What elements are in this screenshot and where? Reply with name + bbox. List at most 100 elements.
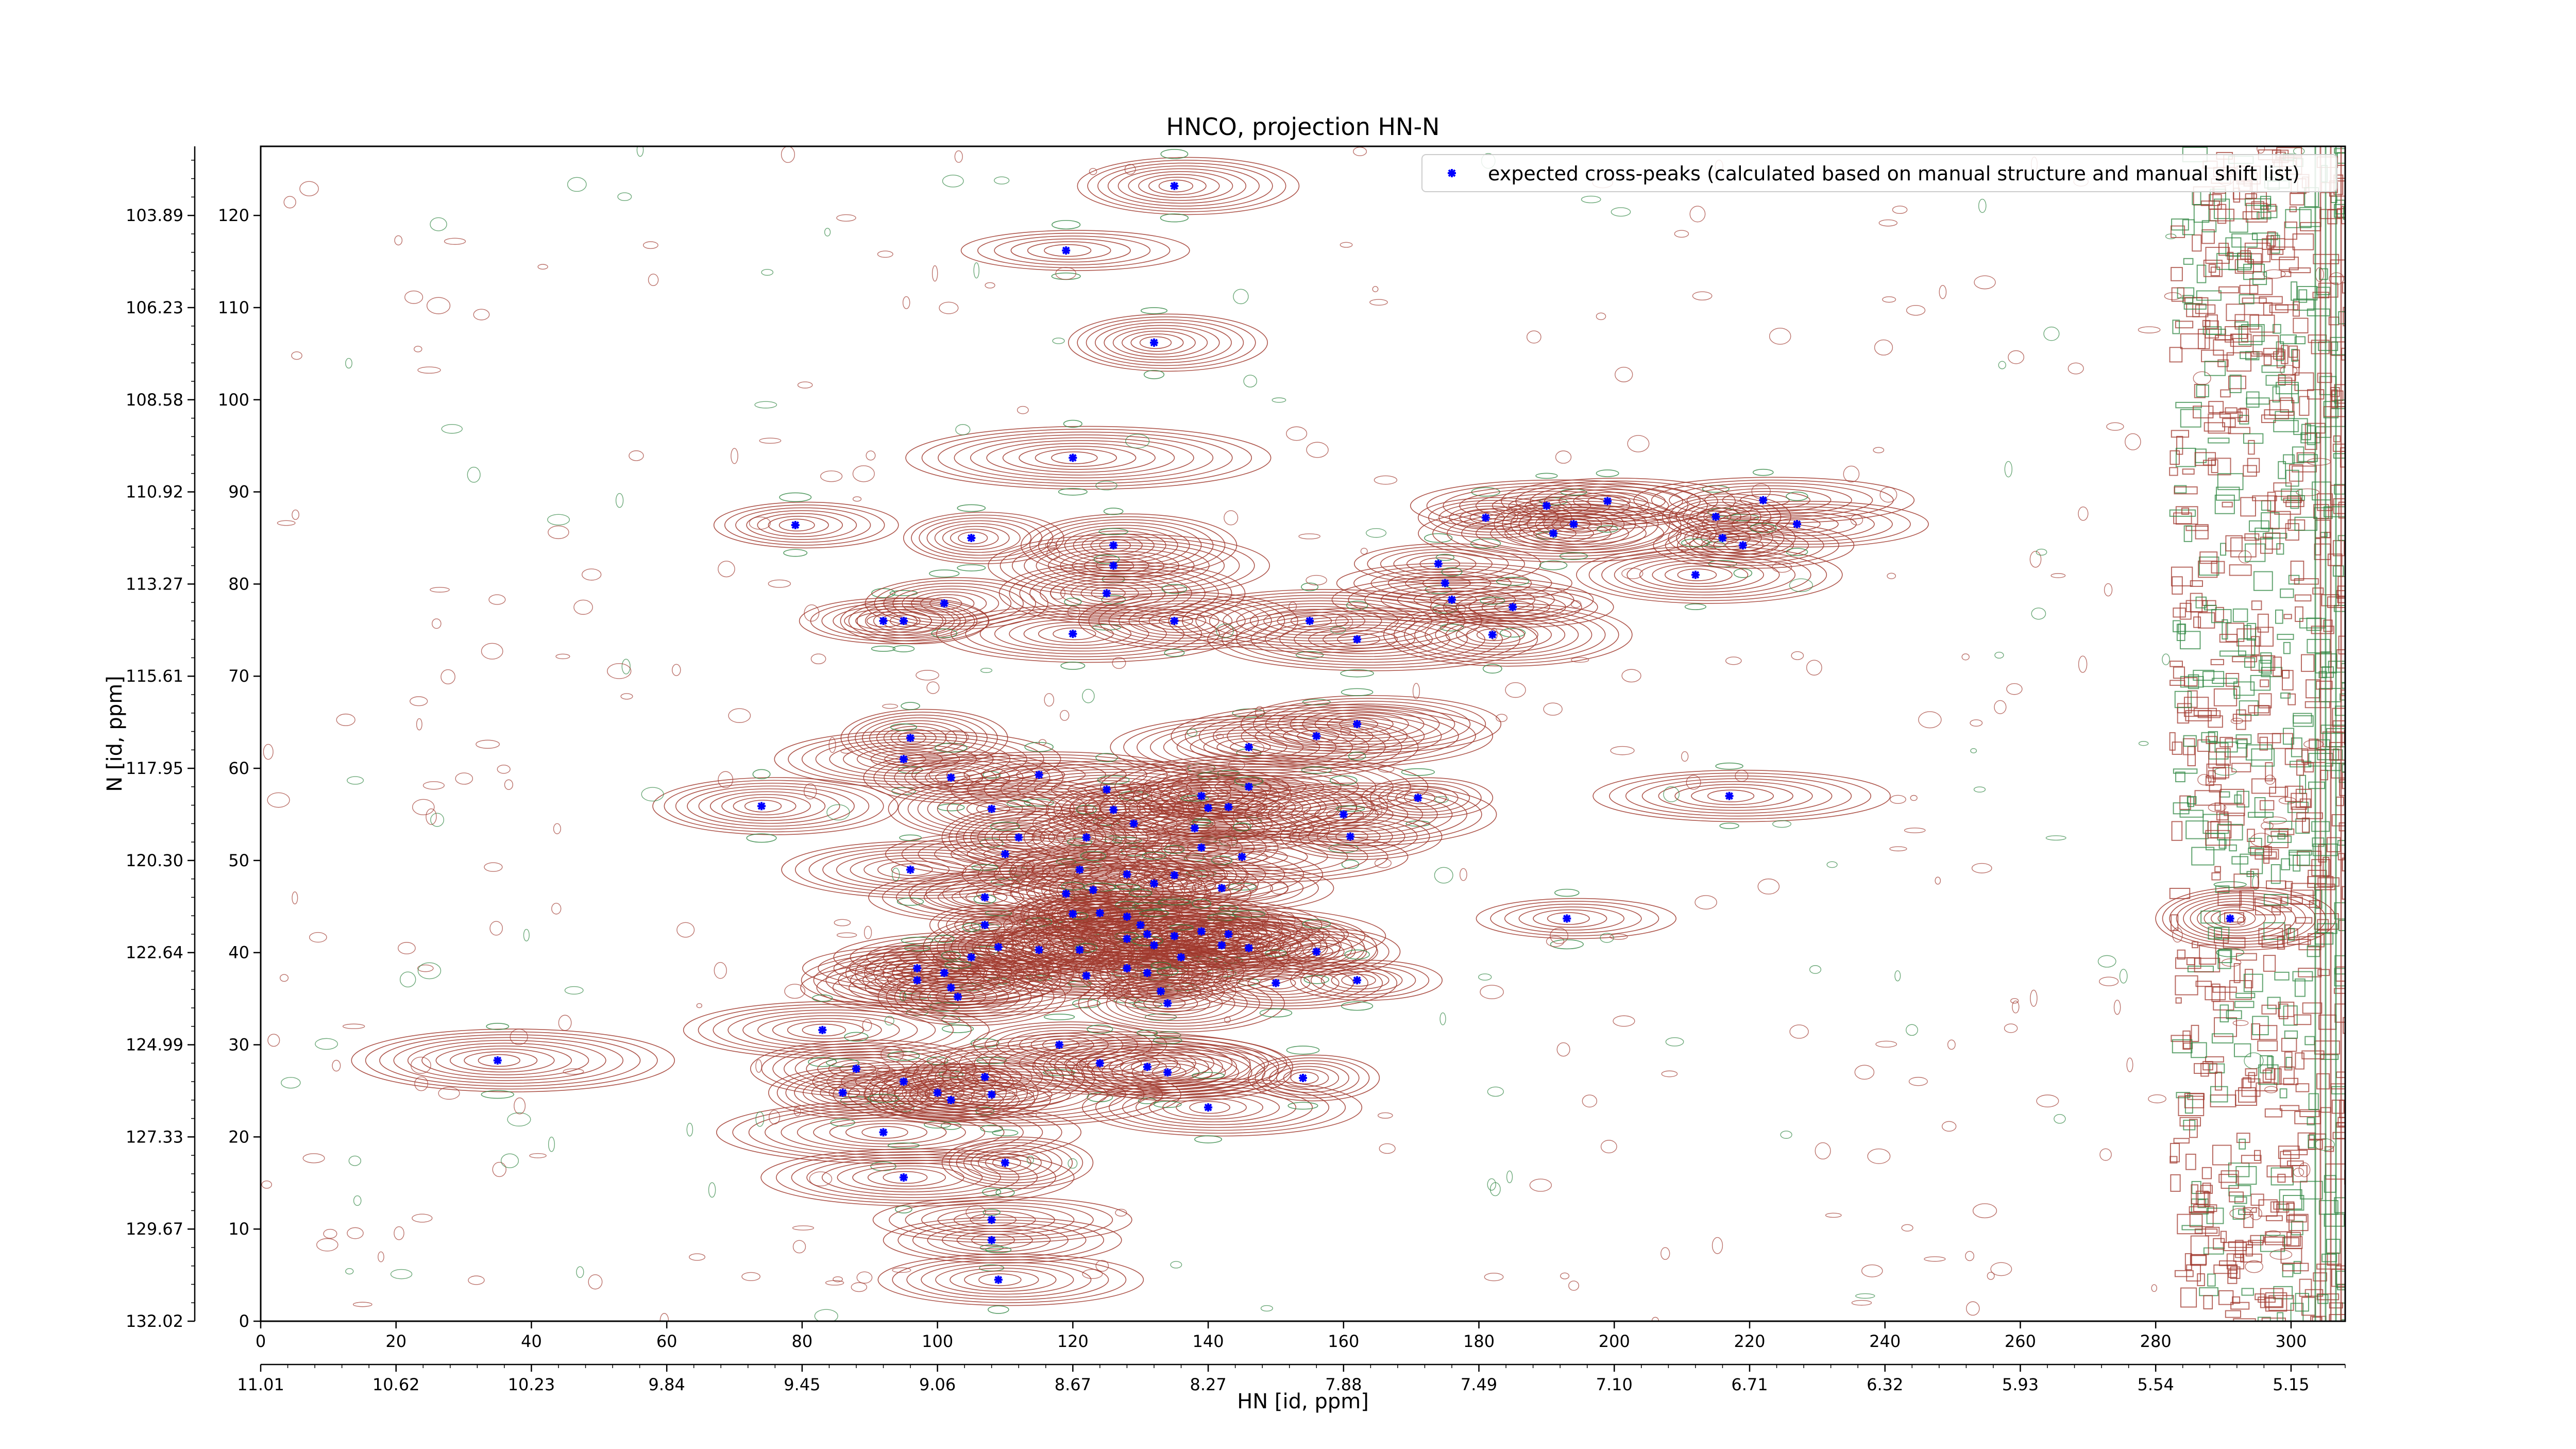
edge-noise-contour bbox=[2219, 650, 2246, 657]
edge-noise-contour bbox=[2290, 1303, 2304, 1321]
edge-noise-contour bbox=[2215, 606, 2224, 622]
edge-noise-contour bbox=[2204, 422, 2225, 432]
noise-contour bbox=[1875, 1040, 1897, 1048]
noise-contour bbox=[1843, 465, 1860, 483]
noise-contour bbox=[1353, 147, 1367, 156]
edge-noise-contour bbox=[2222, 619, 2228, 639]
noise-contour bbox=[1596, 312, 1606, 321]
noise-contour bbox=[810, 653, 826, 665]
noise-contour bbox=[1224, 510, 1239, 526]
noise-contour bbox=[2004, 461, 2012, 478]
edge-noise-contour bbox=[2210, 1086, 2228, 1103]
edge-noise-contour bbox=[2219, 813, 2245, 826]
noise-contour bbox=[1610, 746, 1635, 755]
cross-peak-marker bbox=[1162, 998, 1173, 1009]
edge-noise-contour bbox=[2335, 796, 2344, 806]
edge-noise-contour bbox=[2218, 243, 2229, 256]
noise-contour bbox=[1505, 682, 1526, 698]
noise-contour bbox=[267, 1034, 280, 1047]
edge-noise-contour bbox=[2332, 565, 2344, 577]
x-tick-label: 280 bbox=[2140, 1332, 2172, 1351]
edge-noise-contour bbox=[2336, 1071, 2345, 1079]
edge-noise-contour bbox=[2214, 742, 2238, 753]
cross-peak-marker bbox=[1169, 870, 1180, 881]
noise-contour bbox=[741, 1272, 761, 1282]
x-secondary-tick-label: 10.23 bbox=[508, 1375, 555, 1394]
edge-noise-contour bbox=[2285, 500, 2304, 508]
edge-noise-contour bbox=[2236, 1133, 2250, 1143]
peak-contour bbox=[877, 1246, 1144, 1314]
x-axis-secondary: 11.01 10.62 10.23 9.84 9.45 9.06 8.67 8.27 7.88 7… bbox=[237, 1363, 2346, 1394]
cross-peak-marker bbox=[966, 533, 977, 543]
noise-contour bbox=[347, 1227, 364, 1239]
noise-contour bbox=[1546, 936, 1565, 947]
edge-noise-contour bbox=[2213, 1238, 2225, 1250]
edge-noise-contour bbox=[2214, 1071, 2223, 1091]
edge-noise-contour bbox=[2226, 352, 2252, 372]
edge-noise-contour bbox=[2211, 561, 2225, 574]
edge-noise-contour bbox=[2183, 677, 2198, 687]
noise-contour bbox=[1489, 1182, 1501, 1197]
y-tick-label: 90 bbox=[228, 482, 249, 502]
edge-noise-contour bbox=[2325, 763, 2342, 771]
edge-noise-contour bbox=[2327, 596, 2345, 609]
peak-contour bbox=[1078, 584, 1298, 657]
noise-contour bbox=[2078, 506, 2089, 521]
noise-contour bbox=[1757, 878, 1780, 895]
edge-noise-contour bbox=[2283, 1077, 2299, 1085]
cross-peak-marker bbox=[1352, 634, 1363, 645]
edge-noise-contour bbox=[2233, 1043, 2251, 1057]
x-secondary-tick-label: 7.49 bbox=[1461, 1375, 1497, 1394]
edge-noise-contour bbox=[2181, 508, 2190, 515]
edge-noise-contour bbox=[2287, 693, 2296, 705]
edge-noise-contour bbox=[2291, 883, 2316, 896]
noise-contour bbox=[564, 986, 584, 995]
peak-contour bbox=[1077, 149, 1300, 223]
legend: expected cross-peaks (calculated based o… bbox=[1421, 154, 2337, 192]
edge-noise-contour bbox=[2232, 714, 2252, 722]
edge-noise-contour bbox=[2169, 347, 2183, 363]
y-tick-label: 10 bbox=[228, 1219, 249, 1239]
edge-noise-contour bbox=[2273, 1201, 2295, 1210]
noise-contour bbox=[2067, 362, 2084, 375]
noise-contour bbox=[573, 599, 593, 615]
edge-noise-contour bbox=[2261, 365, 2285, 373]
noise-contour bbox=[620, 693, 633, 700]
edge-noise-contour bbox=[2193, 707, 2217, 716]
x-secondary-tick-label: 5.54 bbox=[2138, 1375, 2174, 1394]
edge-noise-contour bbox=[2283, 497, 2302, 503]
cross-peak-marker bbox=[1562, 913, 1572, 924]
cross-peak-marker bbox=[756, 801, 767, 812]
noise-contour bbox=[523, 929, 530, 941]
noise-contour bbox=[880, 1046, 904, 1063]
edge-noise-contour bbox=[2189, 1206, 2215, 1214]
edge-noise-contour bbox=[2261, 935, 2284, 948]
contour-layer bbox=[261, 146, 2345, 1321]
noise-contour bbox=[1769, 328, 1791, 345]
cross-peak-marker bbox=[1067, 908, 1078, 919]
edge-noise-contour bbox=[2265, 1292, 2287, 1312]
noise-contour bbox=[1568, 1280, 1580, 1291]
edge-noise-contour bbox=[2178, 624, 2187, 634]
peak-contour bbox=[1247, 1046, 1380, 1110]
edge-noise-contour bbox=[2227, 251, 2234, 260]
edge-noise-contour bbox=[2247, 829, 2255, 842]
edge-noise-contour bbox=[2238, 638, 2256, 656]
edge-noise-contour bbox=[2171, 430, 2190, 438]
noise-contour bbox=[714, 962, 727, 979]
noise-contour bbox=[1125, 434, 1150, 449]
edge-noise-contour bbox=[2174, 486, 2198, 495]
noise-contour bbox=[945, 730, 969, 745]
edge-noise-contour bbox=[2229, 844, 2237, 852]
noise-contour bbox=[825, 1280, 844, 1286]
noise-contour bbox=[1260, 1305, 1274, 1312]
noise-contour bbox=[1527, 330, 1541, 344]
edge-noise-contour bbox=[2331, 389, 2338, 409]
noise-contour bbox=[345, 1268, 354, 1275]
edge-noise-contour bbox=[2245, 543, 2266, 562]
peak-contour bbox=[1104, 962, 1236, 1021]
edge-noise-contour bbox=[2245, 1068, 2258, 1076]
cross-peak-marker bbox=[878, 1127, 889, 1138]
noise-contour bbox=[1941, 1121, 1957, 1132]
x-secondary-tick-label: 5.93 bbox=[2002, 1375, 2039, 1394]
